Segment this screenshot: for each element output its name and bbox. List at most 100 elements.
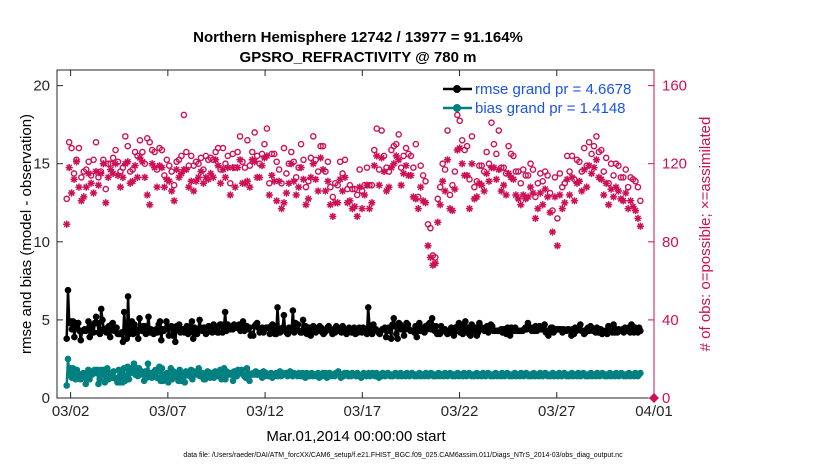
data-point [346,197,354,205]
data-point [590,142,598,150]
data-point [373,152,381,160]
data-point [485,177,493,185]
data-point [317,154,325,162]
data-point [292,191,300,199]
data-point [558,205,566,213]
y-right-tick-label: 160 [662,78,687,95]
data-point [392,152,400,160]
x-tick-label: 03/07 [149,403,187,420]
data-point [65,138,73,146]
data-point [216,179,225,187]
data-point [89,189,98,197]
data-point [248,148,256,156]
data-point [385,183,393,191]
data-point [158,164,166,172]
data-point [80,193,88,201]
data-point [204,175,212,183]
data-point [485,160,493,168]
data-point [255,173,264,181]
data-point [109,319,117,327]
data-point [465,205,474,213]
data-point [95,174,102,181]
data-point [556,191,564,199]
data-point [358,205,366,213]
data-point [124,158,132,166]
data-point [236,156,244,164]
data-point [637,369,644,377]
data-point [495,127,503,134]
y-left-tick-label: 0 [42,390,50,407]
data-point [289,307,297,314]
data-point [134,335,142,342]
data-point [387,164,395,172]
data-point [363,330,371,338]
data-point [568,173,576,181]
data-point [97,305,105,313]
data-point [168,187,176,195]
data-point [434,195,442,203]
data-point [172,338,179,346]
data-point [249,332,257,339]
data-point [455,319,463,327]
data-point [165,177,173,185]
data-point [175,321,183,328]
data-point [387,335,395,342]
data-point [402,162,410,170]
data-point [378,154,386,162]
data-point [334,181,341,189]
data-point [138,158,146,166]
data-point [432,322,440,330]
data-point [246,183,254,191]
data-point [300,156,307,164]
data-point [280,144,288,152]
data-point [637,197,644,205]
data-point [583,183,591,191]
y-right-tick-label: 80 [662,234,679,251]
data-point [631,206,640,215]
data-point [441,166,449,173]
data-point [351,203,359,211]
data-point [326,201,334,209]
data-point [104,173,112,181]
data-point [600,191,608,199]
data-point [592,156,601,164]
data-point [473,193,481,201]
data-point [136,154,144,162]
data-point [63,382,71,389]
data-point [74,319,82,327]
data-point [578,187,586,195]
data-point [397,181,405,189]
data-point [317,142,324,150]
data-point [133,173,142,181]
data-point [482,169,491,178]
data-point [475,162,483,169]
data-point [63,335,71,342]
data-point [71,333,78,341]
data-point [131,162,139,170]
data-point [446,191,454,199]
y-left-tick-label: 20 [33,78,50,95]
data-point [431,259,439,267]
data-point [72,158,81,166]
data-point [443,156,452,164]
data-point [280,199,288,207]
data-point [561,199,569,207]
data-point [295,183,303,191]
data-point [436,183,444,191]
data-point [353,212,361,221]
data-point [622,189,630,197]
data-point [112,146,119,154]
data-point [527,160,534,168]
data-point [339,170,346,177]
data-point [356,183,364,191]
y-right-tick-label: 120 [662,156,687,173]
data-point [551,174,559,181]
data-point [199,179,208,187]
y-left-tick-label: 15 [33,156,50,173]
data-point [417,162,424,169]
data-point [463,142,471,150]
data-point [251,129,258,136]
data-point [265,191,273,199]
y-right-tick-label: 0 [662,390,670,407]
data-point [624,205,632,213]
